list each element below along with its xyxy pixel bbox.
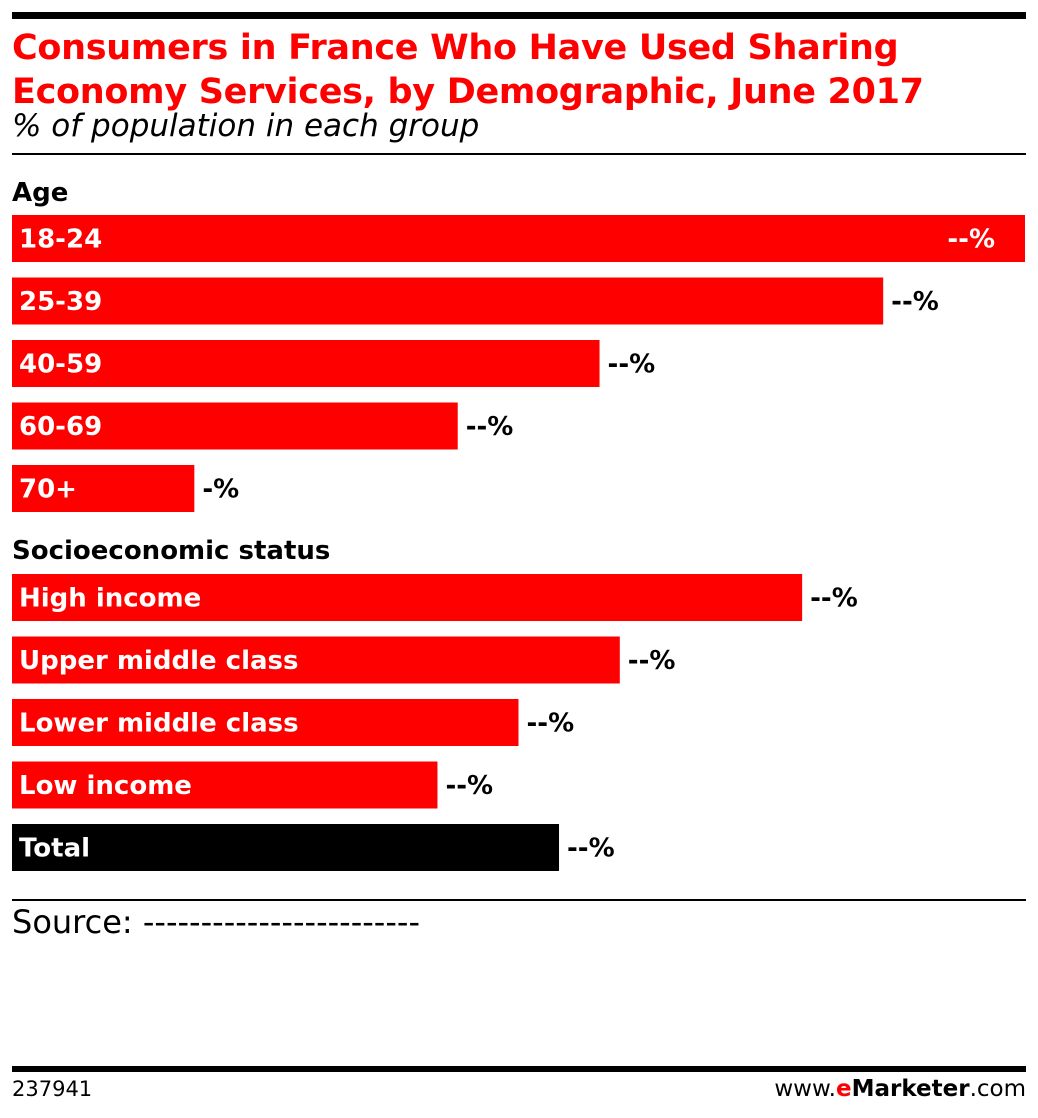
brand-accent: e <box>835 1076 852 1102</box>
value-label-low-income: --% <box>445 771 493 801</box>
bar-high-income <box>12 574 803 621</box>
bar-lower-middle-class <box>12 699 519 746</box>
bar-label-low-income: Low income <box>19 771 192 801</box>
value-label-upper-middle-class: --% <box>628 646 676 676</box>
source-note: Source: ------------------------ <box>12 903 420 941</box>
brand-name: Marketer <box>851 1076 970 1102</box>
brand-suffix: .com <box>969 1076 1026 1102</box>
value-label-lower-middle-class: --% <box>527 709 575 739</box>
brand-url[interactable]: www.eMarketer.com <box>774 1075 1026 1103</box>
header-divider <box>12 153 1026 155</box>
bar-label-upper-middle-class: Upper middle class <box>19 646 299 676</box>
footer-rule <box>12 1066 1026 1072</box>
chart-title: Consumers in France Who Have Used Sharin… <box>12 28 924 112</box>
source-divider <box>12 899 1026 901</box>
bar-60-69 <box>12 402 458 450</box>
bar-label-60-69: 60-69 <box>19 412 102 442</box>
value-label-25-39: --% <box>891 287 939 317</box>
value-label-70: -% <box>202 475 239 505</box>
bar-label-25-39: 25-39 <box>19 287 102 317</box>
bar-18-24 <box>12 215 1025 262</box>
value-label-total: --% <box>567 834 615 864</box>
value-label-18-24: --% <box>947 225 995 255</box>
bar-label-18-24: 18-24 <box>19 225 102 255</box>
bar-low-income <box>12 761 438 809</box>
brand-prefix: www. <box>774 1076 836 1102</box>
bar-label-70: 70+ <box>19 475 77 505</box>
bar-label-lower-middle-class: Lower middle class <box>19 709 299 739</box>
group-label-socioeconomic: Socioeconomic status <box>12 536 331 566</box>
bar-label-total: Total <box>19 834 90 864</box>
chart-subtitle: % of population in each group <box>12 108 480 144</box>
value-label-high-income: --% <box>810 584 858 614</box>
bar-upper-middle-class <box>12 636 620 684</box>
value-label-40-59: --% <box>608 350 656 380</box>
bar-label-40-59: 40-59 <box>19 350 102 380</box>
bar-label-high-income: High income <box>19 584 201 614</box>
chart-id: 237941 <box>12 1077 93 1101</box>
value-label-60-69: --% <box>466 412 514 442</box>
bar-70 <box>12 465 195 512</box>
bar-total <box>12 824 560 871</box>
group-label-age: Age <box>12 178 69 208</box>
bar-40-59 <box>12 340 600 387</box>
bar-25-39 <box>12 277 884 325</box>
top-rule <box>12 12 1026 19</box>
